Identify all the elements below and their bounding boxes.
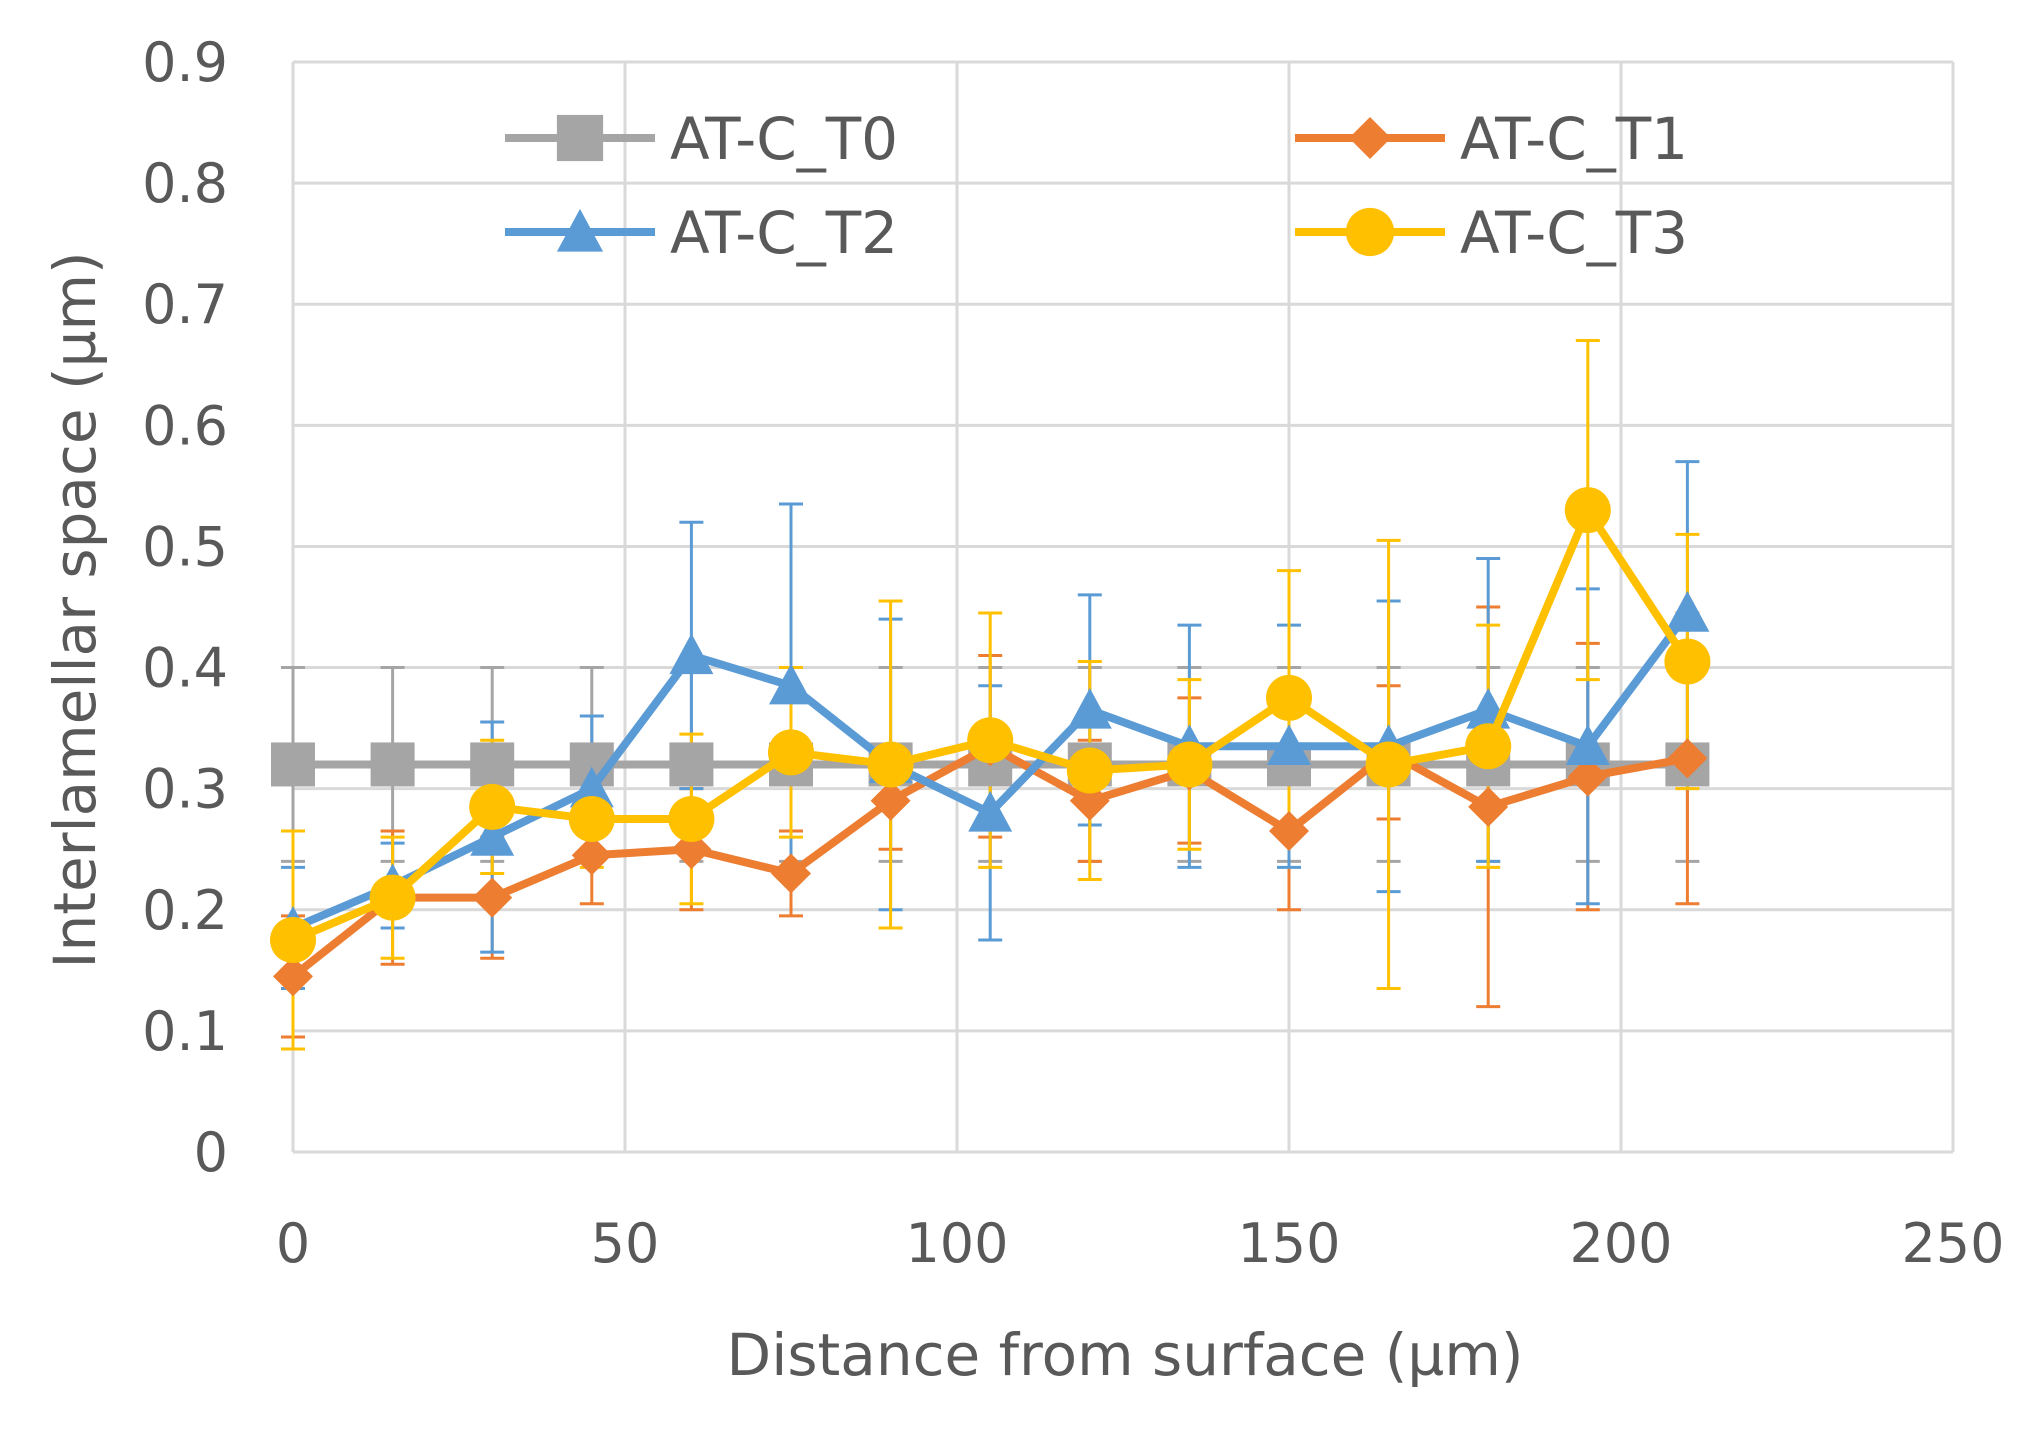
at-c-t3-point (1166, 741, 1213, 788)
at-c-t2-point (968, 790, 1013, 832)
at-c-t3-point (768, 729, 814, 776)
x-tick-label: 200 (1569, 1212, 1672, 1275)
at-c-t3-point (1066, 747, 1113, 794)
legend-marker (1345, 207, 1395, 257)
legend-marker (556, 208, 604, 252)
y-tick-label: 0.1 (142, 1000, 228, 1063)
at-c-t1-point (273, 956, 313, 997)
at-c-t1-point (571, 835, 612, 876)
at-c-t2-point (1665, 591, 1710, 632)
at-c-t3-point (668, 795, 715, 842)
y-tick-label: 0.2 (142, 879, 228, 942)
at-c-t2-point (1267, 724, 1311, 765)
at-c-t3-point (568, 795, 615, 842)
y-tick-label: 0.9 (142, 31, 228, 94)
at-c-t1-point (1468, 786, 1509, 827)
y-tick-label: 0.5 (142, 515, 228, 578)
at-c-t3-point (1664, 638, 1711, 685)
at-c-t2-point (1565, 724, 1610, 765)
at-c-t3-point (1266, 674, 1312, 721)
at-c-t1-point (1269, 811, 1309, 852)
at-c-t2-point (569, 766, 614, 808)
x-axis-title: Distance from surface (µm) (727, 1321, 1524, 1389)
at-c-t0-point (470, 742, 515, 787)
at-c-t3-series (270, 487, 1711, 964)
at-c-t3-point (469, 783, 516, 830)
legend-label: AT-C_T3 (1460, 199, 1688, 267)
at-c-t2-point (669, 633, 714, 675)
legend-label: AT-C_T2 (670, 199, 898, 267)
y-tick-label: 0.3 (142, 758, 228, 821)
grid (293, 60, 1955, 1152)
y-tick-label: 0.6 (142, 394, 228, 457)
y-tick-label: 0 (194, 1121, 228, 1184)
at-c-t3-point (867, 741, 914, 788)
legend-label: AT-C_T0 (670, 105, 898, 173)
at-c-t3-point (1564, 487, 1611, 534)
legend: AT-C_T0 AT-C_T1 AT-C_T2 AT-C_T3 (505, 105, 1688, 267)
at-c-t1-point (771, 853, 811, 894)
y-tick-label: 0.7 (142, 273, 228, 336)
at-c-t0-point (669, 742, 714, 787)
at-c-t0-point (370, 742, 415, 787)
legend-item-at-c-t3: AT-C_T3 (1295, 199, 1688, 267)
at-c-t2-point (769, 663, 813, 705)
x-tick-label: 100 (905, 1212, 1008, 1275)
legend-item-at-c-t2: AT-C_T2 (505, 199, 898, 267)
at-c-t3-point (1365, 741, 1412, 788)
at-c-t1-point (1567, 756, 1608, 797)
x-tick-label: 250 (1901, 1212, 2004, 1275)
at-c-t2-point (470, 815, 515, 856)
legend-marker (1349, 117, 1391, 159)
at-c-t0-point (271, 742, 315, 787)
at-c-t1-point (472, 877, 513, 918)
series (270, 487, 1711, 997)
legend-item-at-c-t0: AT-C_T0 (505, 105, 898, 173)
legend-marker (556, 114, 604, 162)
at-c-t1-point (870, 780, 911, 821)
at-c-t3-point (967, 717, 1014, 764)
at-c-t3-point (270, 917, 316, 964)
legend-label: AT-C_T1 (1460, 105, 1688, 173)
x-tick-label: 0 (276, 1212, 310, 1275)
legend-item-at-c-t1: AT-C_T1 (1295, 105, 1688, 173)
y-tick-label: 0.4 (142, 637, 228, 700)
at-c-t3-point (369, 874, 416, 921)
x-tick-label: 150 (1237, 1212, 1340, 1275)
at-c-t2-point (1067, 687, 1112, 729)
axes: 0 0.1 0.2 0.3 0.4 0.5 0.6 0.7 0.8 0.9 0 50 100 150 200… (142, 31, 2004, 1275)
y-axis-title: Interlamellar space (µm) (41, 251, 109, 968)
x-tick-label: 50 (591, 1212, 660, 1275)
at-c-t3-point (1465, 723, 1512, 770)
y-tick-label: 0.8 (142, 152, 228, 215)
at-c-t1-point (1667, 738, 1708, 779)
